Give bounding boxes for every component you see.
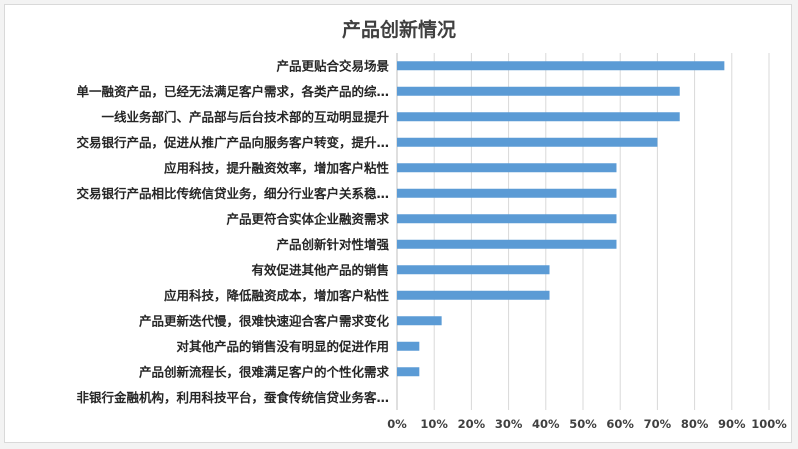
bar — [397, 137, 658, 147]
bar — [397, 239, 617, 249]
bar — [397, 367, 420, 377]
x-tick-label: 80% — [681, 417, 709, 431]
category-label: 产品创新流程长，很难满足客户的个性化需求 — [139, 364, 390, 379]
category-label: 对其他产品的销售没有明显的促进作用 — [176, 339, 389, 354]
chart-frame: 产品创新情况 产品更贴合交易场景单一融资产品，已经无法满足客户需求，各类产品的综… — [4, 4, 792, 443]
bar — [397, 112, 680, 122]
bar — [397, 341, 420, 351]
chart-title: 产品创新情况 — [341, 19, 456, 41]
category-label: 交易银行产品，促进从推广产品向服务客户转变，提升… — [76, 135, 389, 150]
bar — [397, 188, 617, 198]
category-label: 有效促进其他产品的销售 — [251, 262, 389, 277]
x-tick-label: 0% — [387, 417, 407, 431]
category-label: 产品更贴合交易场景 — [276, 58, 389, 73]
bar — [397, 265, 550, 275]
bar — [397, 214, 617, 224]
category-label: 单一融资产品，已经无法满足客户需求，各类产品的综… — [76, 84, 389, 99]
category-label: 一线业务部门、产品部与后台技术部的互动明显提升 — [101, 109, 389, 124]
category-label: 产品更新迭代慢，很难快速迎合客户需求变化 — [139, 313, 390, 328]
x-tick-label: 10% — [420, 417, 448, 431]
category-label: 非银行金融机构，利用科技平台，蚕食传统信贷业务客… — [76, 390, 389, 405]
x-tick-label: 90% — [718, 417, 746, 431]
category-label: 应用科技，降低融资成本，增加客户粘性 — [164, 288, 390, 303]
category-label: 产品更符合实体企业融资需求 — [226, 211, 389, 226]
category-label: 交易银行产品相比传统信贷业务，细分行业客户关系稳… — [76, 186, 389, 201]
x-tick-label: 100% — [751, 417, 787, 431]
x-tick-label: 30% — [495, 417, 523, 431]
x-tick-label: 70% — [644, 417, 672, 431]
x-tick-label: 20% — [458, 417, 486, 431]
x-tick-label: 50% — [569, 417, 597, 431]
x-tick-label: 40% — [532, 417, 560, 431]
bar — [397, 163, 617, 173]
category-label: 产品创新针对性增强 — [276, 237, 389, 252]
x-tick-label: 60% — [606, 417, 634, 431]
category-label: 应用科技，提升融资效率，增加客户粘性 — [164, 160, 390, 175]
bar — [397, 61, 725, 71]
bar — [397, 290, 550, 300]
bar — [397, 316, 442, 326]
bar — [397, 86, 680, 96]
